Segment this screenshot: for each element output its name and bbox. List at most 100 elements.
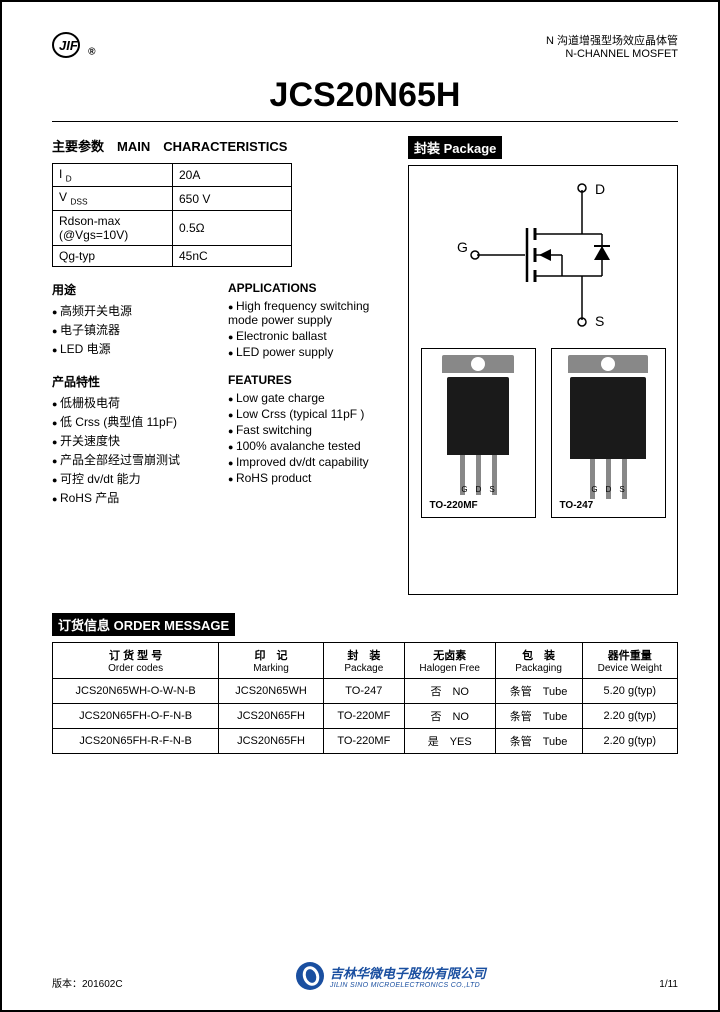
cell: 是 YES <box>404 729 495 754</box>
logo-icon: JIF <box>52 32 88 62</box>
footer-logo-icon <box>296 962 324 990</box>
package-box: D S G <box>408 165 678 595</box>
cell: 否 NO <box>404 704 495 729</box>
col-header: 封 装Package <box>323 643 404 679</box>
pin-labels: G D S <box>422 484 535 495</box>
list-item: RoHS product <box>228 471 394 485</box>
cell: 2.20 g(typ) <box>582 729 677 754</box>
cell: JCS20N65WH-O-W-N-B <box>53 679 219 704</box>
list-item: 电子镇流器 <box>52 321 218 338</box>
param-cell: V DSS <box>53 187 173 210</box>
list-item: 可控 dv/dt 能力 <box>52 470 218 487</box>
header-row: 订 货 型 号Order codes 印 记Marking 封 装Package… <box>53 643 678 679</box>
table-row: Rdson-max (@Vgs=10V)0.5Ω <box>53 210 292 245</box>
transistor-body <box>570 377 646 459</box>
list-item: Improved dv/dt capability <box>228 455 394 469</box>
header-subtitle: N 沟道增强型场效应晶体管 N-CHANNEL MOSFET <box>546 32 678 60</box>
cell: JCS20N65WH <box>219 679 324 704</box>
list-item: 开关速度快 <box>52 432 218 449</box>
list-item: 低栅极电荷 <box>52 394 218 411</box>
datasheet-page: JIF ® N 沟道增强型场效应晶体管 N-CHANNEL MOSFET JCS… <box>2 2 718 1010</box>
package-label: TO-247 <box>560 500 594 511</box>
cell: 条管 Tube <box>495 704 582 729</box>
package-label: TO-220MF <box>430 500 478 511</box>
header: JIF ® N 沟道增强型场效应晶体管 N-CHANNEL MOSFET <box>52 32 678 68</box>
value-cell: 650 V <box>173 187 292 210</box>
applications-block: 用途 高频开关电源 电子镇流器 LED 电源 APPLICATIONS High… <box>52 281 394 361</box>
svg-text:G: G <box>457 239 468 255</box>
header-en: N-CHANNEL MOSFET <box>546 48 678 60</box>
mounting-hole <box>601 357 615 371</box>
list-item: 产品全部经过雪崩测试 <box>52 451 218 468</box>
version-text: 版本：201602C <box>52 975 123 990</box>
table-row: JCS20N65FH-O-F-N-B JCS20N65FH TO-220MF 否… <box>53 704 678 729</box>
feat-en-title: FEATURES <box>228 373 394 387</box>
company-name-cn: 吉林华微电子股份有限公司 <box>330 963 486 982</box>
company-name-en: JILIN SINO MICROELECTRONICS CO.,LTD <box>330 982 486 989</box>
table-row: JCS20N65WH-O-W-N-B JCS20N65WH TO-247 否 N… <box>53 679 678 704</box>
header-cn: N 沟道增强型场效应晶体管 <box>546 32 678 48</box>
list-item: High frequency switching mode power supp… <box>228 299 394 327</box>
cell: JCS20N65FH <box>219 704 324 729</box>
cell: 否 NO <box>404 679 495 704</box>
param-cell: I D <box>53 164 173 187</box>
value-cell: 45nC <box>173 245 292 266</box>
list-item: LED 电源 <box>52 340 218 357</box>
table-row: V DSS650 V <box>53 187 292 210</box>
table-row: Qg-typ45nC <box>53 245 292 266</box>
apps-cn-title: 用途 <box>52 281 218 298</box>
list-item: 低 Crss (典型值 11pF) <box>52 413 218 430</box>
order-title: 订货信息 ORDER MESSAGE <box>52 613 235 636</box>
mounting-hole <box>471 357 485 371</box>
table-row: I D20A <box>53 164 292 187</box>
order-table: 订 货 型 号Order codes 印 记Marking 封 装Package… <box>52 642 678 754</box>
col-header: 器件重量Device Weight <box>582 643 677 679</box>
col-header: 无卤素Halogen Free <box>404 643 495 679</box>
list-item: 高频开关电源 <box>52 302 218 319</box>
apps-en-title: APPLICATIONS <box>228 281 394 295</box>
feat-cn-title: 产品特性 <box>52 373 218 390</box>
table-row: JCS20N65FH-R-F-N-B JCS20N65FH TO-220MF 是… <box>53 729 678 754</box>
list-item: LED power supply <box>228 345 394 359</box>
param-cell: Qg-typ <box>53 245 173 266</box>
cell: 条管 Tube <box>495 729 582 754</box>
transistor-tab <box>442 355 514 373</box>
list-item: Electronic ballast <box>228 329 394 343</box>
features-block: 产品特性 低栅极电荷 低 Crss (典型值 11pF) 开关速度快 产品全部经… <box>52 373 394 508</box>
list-item: Low Crss (typical 11pF ) <box>228 407 394 421</box>
col-header: 订 货 型 号Order codes <box>53 643 219 679</box>
left-column: 主要参数 MAIN CHARACTERISTICS I D20A V DSS65… <box>52 136 394 595</box>
content-columns: 主要参数 MAIN CHARACTERISTICS I D20A V DSS65… <box>52 136 678 595</box>
page-number: 1/11 <box>659 979 678 990</box>
cell: TO-247 <box>323 679 404 704</box>
package-title: 封装 Package <box>408 136 502 159</box>
list-item: Low gate charge <box>228 391 394 405</box>
list-item: 100% avalanche tested <box>228 439 394 453</box>
footer: 版本：201602C 吉林华微电子股份有限公司 JILIN SINO MICRO… <box>52 962 678 990</box>
order-section: 订货信息 ORDER MESSAGE 订 货 型 号Order codes 印 … <box>52 613 678 754</box>
logo-mark: ® <box>88 46 95 57</box>
features-cn: 产品特性 低栅极电荷 低 Crss (典型值 11pF) 开关速度快 产品全部经… <box>52 373 218 508</box>
company-logo: JIF ® <box>52 32 95 68</box>
footer-company-logo: 吉林华微电子股份有限公司 JILIN SINO MICROELECTRONICS… <box>296 962 486 990</box>
transistor-tab <box>568 355 648 373</box>
transistor-body <box>447 377 509 455</box>
col-header: 印 记Marking <box>219 643 324 679</box>
list-item: Fast switching <box>228 423 394 437</box>
mosfet-schematic: D S G <box>427 180 659 330</box>
value-cell: 0.5Ω <box>173 210 292 245</box>
cell: TO-220MF <box>323 704 404 729</box>
part-number: JCS20N65H <box>52 76 678 122</box>
svg-text:S: S <box>595 313 604 329</box>
schematic-svg: D S G <box>427 180 657 330</box>
param-cell: Rdson-max (@Vgs=10V) <box>53 210 173 245</box>
cell: TO-220MF <box>323 729 404 754</box>
applications-en: APPLICATIONS High frequency switching mo… <box>228 281 394 361</box>
value-cell: 20A <box>173 164 292 187</box>
characteristics-table: I D20A V DSS650 V Rdson-max (@Vgs=10V)0.… <box>52 163 292 267</box>
features-en: FEATURES Low gate charge Low Crss (typic… <box>228 373 394 508</box>
pin-labels: G D S <box>552 484 665 495</box>
svg-text:D: D <box>595 181 605 197</box>
main-char-title: 主要参数 MAIN CHARACTERISTICS <box>52 136 394 155</box>
svg-text:JIF: JIF <box>59 38 79 53</box>
